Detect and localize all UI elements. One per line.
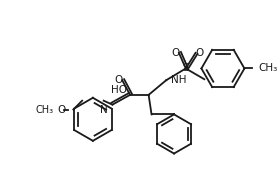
Text: CH₃: CH₃ <box>36 104 54 114</box>
Text: O: O <box>114 75 122 85</box>
Text: HO: HO <box>111 85 127 95</box>
Text: N: N <box>100 104 108 114</box>
Text: O: O <box>195 48 204 58</box>
Text: S: S <box>183 64 189 74</box>
Text: O: O <box>171 48 179 58</box>
Text: CH₃: CH₃ <box>258 64 277 74</box>
Text: NH: NH <box>171 75 186 85</box>
Text: O: O <box>57 104 66 114</box>
